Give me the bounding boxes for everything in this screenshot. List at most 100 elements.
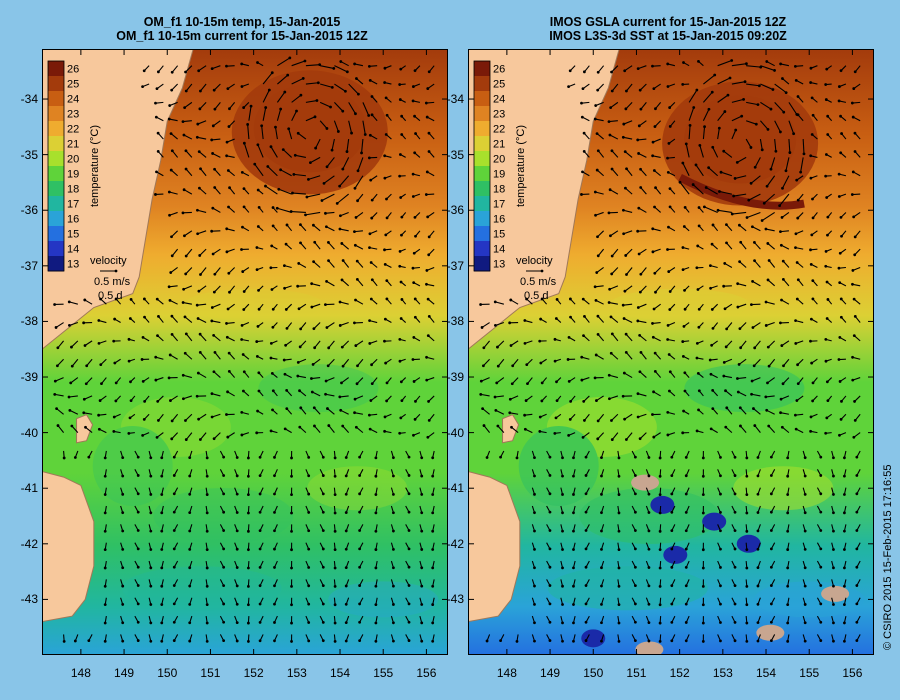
- current-arrowhead: [84, 425, 87, 429]
- current-arrowhead: [188, 456, 192, 460]
- current-arrowhead: [170, 149, 174, 153]
- current-arrowhead: [258, 565, 262, 569]
- current-arrowhead: [795, 399, 799, 402]
- current-arrowhead: [399, 196, 403, 199]
- current-arrow: [737, 283, 747, 287]
- current-arrowhead: [269, 341, 273, 345]
- current-arrowhead: [205, 493, 209, 496]
- current-arrowhead: [682, 61, 685, 64]
- current-arrowhead: [413, 69, 417, 73]
- current-arrowhead: [583, 70, 586, 74]
- current-arrowhead: [426, 334, 430, 338]
- current-arrowhead: [548, 474, 552, 477]
- current-arrowhead: [333, 639, 337, 643]
- current-arrow: [84, 340, 93, 346]
- current-arrowhead: [769, 492, 773, 496]
- current-arrowhead: [832, 566, 835, 570]
- current-arrow: [688, 89, 698, 103]
- current-arrow: [314, 241, 321, 250]
- current-arrow: [262, 107, 267, 121]
- current-arrowhead: [737, 363, 741, 366]
- current-arrowhead: [431, 584, 435, 588]
- current-arrowhead: [103, 566, 107, 570]
- current-arrow: [257, 144, 264, 158]
- current-arrow: [325, 377, 335, 382]
- current-arrow: [357, 193, 364, 202]
- current-arrowhead: [273, 492, 276, 496]
- current-arrowhead: [307, 511, 311, 514]
- current-arrow: [752, 322, 761, 328]
- current-arrowhead: [333, 566, 337, 570]
- right-title-line1: IMOS GSLA current for 15-Jan-2015 12Z: [549, 15, 787, 29]
- current-arrowhead: [853, 418, 857, 422]
- current-arrowhead: [103, 639, 107, 643]
- current-arrow: [766, 61, 775, 67]
- current-arrowhead: [188, 621, 192, 625]
- current-arrowhead: [299, 241, 302, 245]
- temperature-patch: [684, 364, 805, 413]
- y-tick-label: -41: [446, 481, 464, 496]
- current-arrowhead: [296, 360, 300, 364]
- current-arrowhead: [333, 474, 337, 478]
- current-arrowhead: [780, 425, 784, 429]
- current-arrowhead: [341, 364, 345, 368]
- current-arrow: [197, 318, 207, 324]
- current-arrow: [738, 391, 747, 397]
- current-arrowhead: [211, 206, 215, 210]
- current-arrowhead: [374, 474, 378, 478]
- cold-pixel-cluster: [581, 629, 606, 648]
- current-arrowhead: [781, 382, 785, 386]
- colorbar-swatch: [474, 121, 490, 137]
- current-arrowhead: [228, 186, 231, 190]
- colorbar-swatch: [48, 211, 64, 227]
- current-arrowhead: [658, 640, 662, 643]
- current-arrowhead: [321, 455, 325, 459]
- current-arrow: [679, 181, 690, 195]
- current-arrow: [312, 391, 321, 397]
- current-arrow: [611, 333, 619, 342]
- current-arrowhead: [222, 492, 226, 496]
- current-arrowhead: [636, 392, 640, 396]
- current-arrowhead: [257, 206, 261, 209]
- current-arrowhead: [580, 115, 584, 119]
- current-arrowhead: [284, 308, 288, 311]
- current-arrow: [745, 138, 752, 148]
- current-arrowhead: [719, 474, 722, 478]
- current-arrowhead: [561, 639, 564, 643]
- current-arrowhead: [548, 492, 552, 496]
- current-arrowhead: [670, 547, 674, 551]
- current-arrowhead: [136, 455, 140, 459]
- current-arrowhead: [399, 380, 403, 384]
- current-arrowhead: [782, 364, 785, 368]
- current-arrowhead: [786, 566, 790, 570]
- current-arrowhead: [336, 130, 340, 133]
- current-arrowhead: [196, 371, 200, 375]
- current-arrowhead: [523, 341, 527, 345]
- current-arrowhead: [548, 547, 552, 551]
- current-arrowhead: [247, 511, 250, 515]
- current-arrowhead: [819, 639, 823, 642]
- current-arrowhead: [719, 547, 722, 551]
- current-arrow: [712, 146, 719, 158]
- current-arrow: [595, 211, 604, 216]
- current-arrowhead: [398, 98, 402, 101]
- current-arrowhead: [112, 430, 116, 433]
- current-arrowhead: [832, 493, 835, 496]
- current-arrow: [774, 83, 787, 94]
- current-arrowhead: [136, 602, 140, 606]
- current-arrowhead: [793, 413, 797, 417]
- current-arrowhead: [240, 248, 243, 251]
- current-arrow: [357, 358, 364, 367]
- current-arrowhead: [701, 603, 705, 607]
- current-arrowhead: [299, 327, 303, 331]
- current-arrowhead: [424, 101, 428, 105]
- current-arrow: [331, 138, 335, 151]
- current-arrowhead: [392, 548, 395, 551]
- current-arrow: [702, 91, 713, 103]
- current-arrowhead: [523, 319, 527, 322]
- current-arrowhead: [561, 603, 564, 606]
- current-arrowhead: [569, 399, 573, 403]
- current-arrowhead: [210, 138, 214, 142]
- current-arrowhead: [412, 336, 416, 339]
- y-tick-label: -40: [446, 425, 464, 440]
